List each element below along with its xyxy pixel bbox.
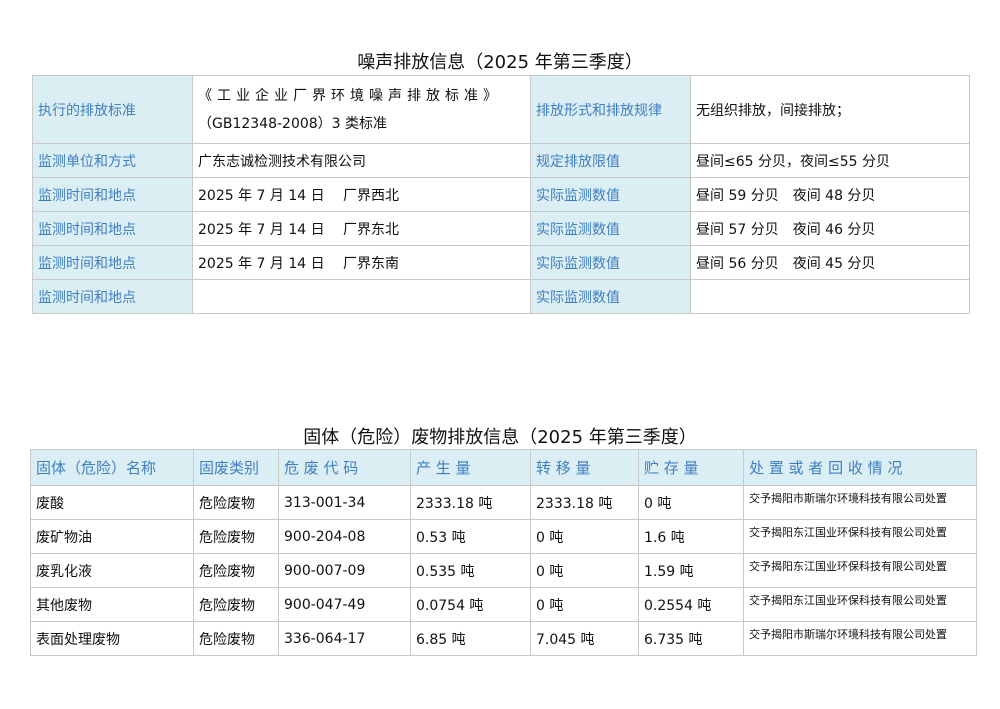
cell: 表面处理废物 (30, 621, 194, 656)
cell: 0.535 吨 (410, 553, 531, 588)
header-cell: 贮 存 量 (638, 449, 744, 486)
cell: 900-047-49 (278, 587, 411, 622)
header-cell: 危 废 代 码 (278, 449, 411, 486)
value-cell (690, 279, 970, 314)
row: 表面处理废物 危险废物 336-064-17 6.85 吨 7.045 吨 6.735 吨… (30, 621, 977, 656)
value-cell: 《工业企业厂界环境噪声排放标准》 （GB12348-2008）3 类标准 (192, 75, 531, 144)
value-cell: 昼间≤65 分贝，夜间≤55 分贝 (690, 143, 970, 178)
cell: 危险废物 (193, 485, 279, 520)
text-line: 《工业企业厂界环境噪声排放标准》 (198, 87, 502, 104)
cell: 2333.18 吨 (530, 485, 639, 520)
cell: 危险废物 (193, 587, 279, 622)
row: 监测时间和地点 2025 年 7 月 14 日 厂界西北 实际监测数值 昼间 59 分… (32, 177, 970, 212)
cell: 6.735 吨 (638, 621, 744, 656)
cell: 废乳化液 (30, 553, 194, 588)
value-cell: 昼间 59 分贝 夜间 48 分贝 (690, 177, 970, 212)
label-cell: 实际监测数值 (530, 279, 691, 314)
cell: 交予揭阳市斯瑞尔环境科技有限公司处置 (743, 485, 977, 520)
header-cell: 固体（危险）名称 (30, 449, 194, 486)
waste-title: 固体（危险）废物排放信息（2025 年第三季度） (303, 427, 697, 448)
cell: 其他废物 (30, 587, 194, 622)
cell: 废矿物油 (30, 519, 194, 554)
header-cell: 产 生 量 (410, 449, 531, 486)
noise-title: 噪声排放信息（2025 年第三季度） (357, 52, 643, 73)
header-row: 固体（危险）名称 固废类别危 废 代 码产 生 量转 移 量贮 存 量处 置 或 … (30, 449, 977, 486)
label-cell: 监测单位和方式 (32, 143, 193, 178)
cell: 313-001-34 (278, 485, 411, 520)
label-cell: 监测时间和地点 (32, 211, 193, 246)
label-cell: 监测时间和地点 (32, 177, 193, 212)
row: 监测时间和地点 实际监测数值 (32, 279, 970, 314)
row: 监测单位和方式 广东志诚检测技术有限公司 规定排放限值 昼间≤65 分贝，夜间≤55 … (32, 143, 970, 178)
cell: 危险废物 (193, 621, 279, 656)
cell: 危险废物 (193, 519, 279, 554)
cell: 交予揭阳市斯瑞尔环境科技有限公司处置 (743, 621, 977, 656)
cell: 交予揭阳东江国业环保科技有限公司处置 (743, 553, 977, 588)
label-cell: 实际监测数值 (530, 211, 691, 246)
row: 执行的排放标准 《工业企业厂界环境噪声排放标准》 （GB12348-2008）3 类… (32, 75, 970, 144)
value-cell: 昼间 57 分贝 夜间 46 分贝 (690, 211, 970, 246)
row: 监测时间和地点 2025 年 7 月 14 日 厂界东北 实际监测数值 昼间 57 分… (32, 211, 970, 246)
value-cell: 昼间 56 分贝 夜间 45 分贝 (690, 245, 970, 280)
label-cell: 实际监测数值 (530, 177, 691, 212)
label-cell: 监测时间和地点 (32, 245, 193, 280)
cell: 0 吨 (530, 519, 639, 554)
row: 废酸 危险废物 313-001-34 2333.18 吨 2333.18 吨 0 吨交予… (30, 485, 977, 520)
cell: 900-204-08 (278, 519, 411, 554)
label-cell: 实际监测数值 (530, 245, 691, 280)
cell: 交予揭阳东江国业环保科技有限公司处置 (743, 519, 977, 554)
cell: 0.2554 吨 (638, 587, 744, 622)
value-cell: 2025 年 7 月 14 日 厂界西北 (192, 177, 531, 212)
cell: 900-007-09 (278, 553, 411, 588)
label-cell: 监测时间和地点 (32, 279, 193, 314)
cell: 0.0754 吨 (410, 587, 531, 622)
value-cell: 无组织排放，间接排放； (690, 75, 970, 144)
cell: 7.045 吨 (530, 621, 639, 656)
row: 监测时间和地点 2025 年 7 月 14 日 厂界东南 实际监测数值 昼间 56 分… (32, 245, 970, 280)
cell: 0.53 吨 (410, 519, 531, 554)
header-cell: 转 移 量 (530, 449, 639, 486)
value-cell: 广东志诚检测技术有限公司 (192, 143, 531, 178)
header-cell: 固废类别 (193, 449, 279, 486)
text-line: （GB12348-2008）3 类标准 (198, 115, 388, 132)
cell: 1.6 吨 (638, 519, 744, 554)
cell: 1.59 吨 (638, 553, 744, 588)
cell: 0 吨 (530, 587, 639, 622)
value-cell: 2025 年 7 月 14 日 厂界东南 (192, 245, 531, 280)
value-cell: 2025 年 7 月 14 日 厂界东北 (192, 211, 531, 246)
noise-table: 执行的排放标准 《工业企业厂界环境噪声排放标准》 （GB12348-2008）3 类… (32, 75, 970, 314)
cell: 交予揭阳东江国业环保科技有限公司处置 (743, 587, 977, 622)
value-cell (192, 279, 531, 314)
cell: 0 吨 (638, 485, 744, 520)
waste-table: 固体（危险）名称 固废类别危 废 代 码产 生 量转 移 量贮 存 量处 置 或 … (30, 449, 977, 656)
cell: 0 吨 (530, 553, 639, 588)
label-cell: 执行的排放标准 (32, 75, 193, 144)
cell: 336-064-17 (278, 621, 411, 656)
cell: 危险废物 (193, 553, 279, 588)
cell: 2333.18 吨 (410, 485, 531, 520)
cell: 6.85 吨 (410, 621, 531, 656)
label-cell: 规定排放限值 (530, 143, 691, 178)
label-cell: 排放形式和排放规律 (530, 75, 691, 144)
header-cell: 处 置 或 者 回 收 情 况 (743, 449, 977, 486)
cell: 废酸 (30, 485, 194, 520)
